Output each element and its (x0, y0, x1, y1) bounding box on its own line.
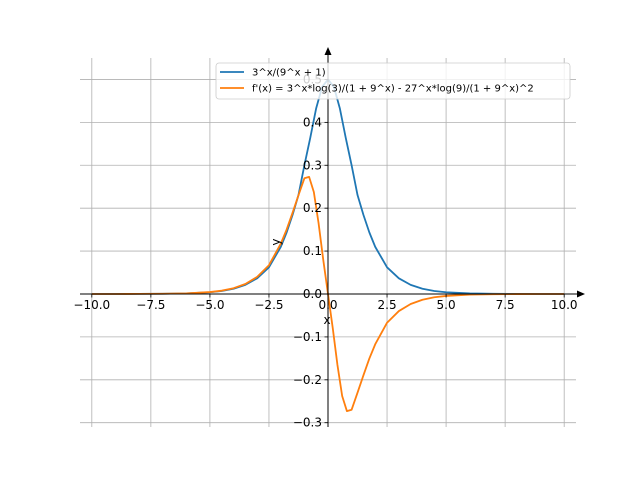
axes (80, 47, 585, 427)
x-tick-label: 0.0 (318, 298, 337, 312)
x-axis-arrow (577, 290, 585, 298)
y-tick-label: 0.3 (303, 158, 322, 172)
y-tick-label: 0.4 (303, 115, 322, 129)
x-tick-label: 2.5 (378, 298, 397, 312)
legend-box (215, 62, 571, 100)
x-tick-label: 10.0 (551, 298, 578, 312)
x-tick-label: −2.5 (254, 298, 283, 312)
y-axis-arrow (324, 47, 332, 55)
legend-label-series-2: f'(x) = 3^x*log(3)/(1 + 9^x) - 27^x*log(… (252, 84, 534, 95)
x-tick-label: 7.5 (496, 298, 515, 312)
x-axis-label: x (323, 313, 330, 327)
x-tick-label: 5.0 (437, 298, 456, 312)
legend: 3^x/(9^x + 1) f'(x) = 3^x*log(3)/(1 + 9^… (215, 62, 571, 100)
y-tick-label: −0.3 (293, 416, 322, 430)
y-tick-label: 0.0 (303, 287, 322, 301)
y-tick-label: 0.2 (303, 201, 322, 215)
x-tick-label: −7.5 (136, 298, 165, 312)
y-tick-label: −0.2 (293, 373, 322, 387)
y-tick-label: 0.1 (303, 244, 322, 258)
legend-label-series-1: 3^x/(9^x + 1) (252, 68, 326, 79)
y-axis-label: y (269, 238, 283, 245)
y-tick-label: −0.1 (293, 330, 322, 344)
x-tick-label: −5.0 (195, 298, 224, 312)
x-tick-label: −10.0 (73, 298, 110, 312)
